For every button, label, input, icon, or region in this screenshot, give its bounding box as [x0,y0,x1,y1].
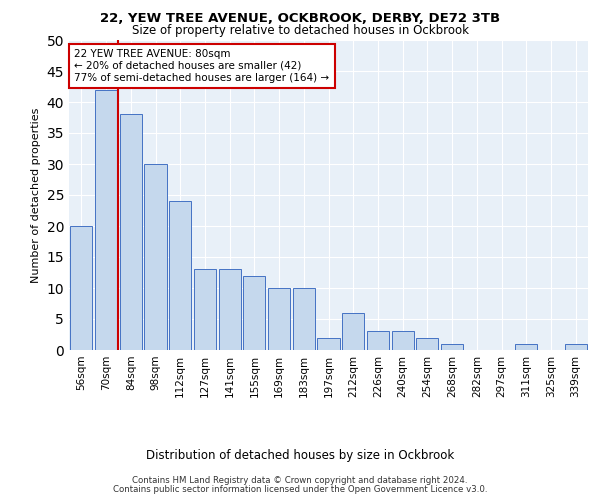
Text: Contains HM Land Registry data © Crown copyright and database right 2024.: Contains HM Land Registry data © Crown c… [132,476,468,485]
Bar [70,226,92,350]
Bar [565,344,587,350]
Bar [416,338,439,350]
Text: 22 YEW TREE AVENUE: 80sqm
← 20% of detached houses are smaller (42)
77% of semi-: 22 YEW TREE AVENUE: 80sqm ← 20% of detac… [74,50,329,82]
Bar [169,201,191,350]
Bar [515,344,538,350]
Text: Contains public sector information licensed under the Open Government Licence v3: Contains public sector information licen… [113,484,487,494]
Text: Size of property relative to detached houses in Ockbrook: Size of property relative to detached ho… [131,24,469,37]
Bar [243,276,265,350]
Bar [342,313,364,350]
Bar [95,90,117,350]
Bar [119,114,142,350]
Bar [268,288,290,350]
Bar [317,338,340,350]
Bar [145,164,167,350]
Text: 22, YEW TREE AVENUE, OCKBROOK, DERBY, DE72 3TB: 22, YEW TREE AVENUE, OCKBROOK, DERBY, DE… [100,12,500,26]
Bar [392,332,414,350]
Y-axis label: Number of detached properties: Number of detached properties [31,108,41,282]
Bar [194,270,216,350]
Text: Distribution of detached houses by size in Ockbrook: Distribution of detached houses by size … [146,450,454,462]
Bar [218,270,241,350]
Bar [441,344,463,350]
Bar [367,332,389,350]
Bar [293,288,315,350]
